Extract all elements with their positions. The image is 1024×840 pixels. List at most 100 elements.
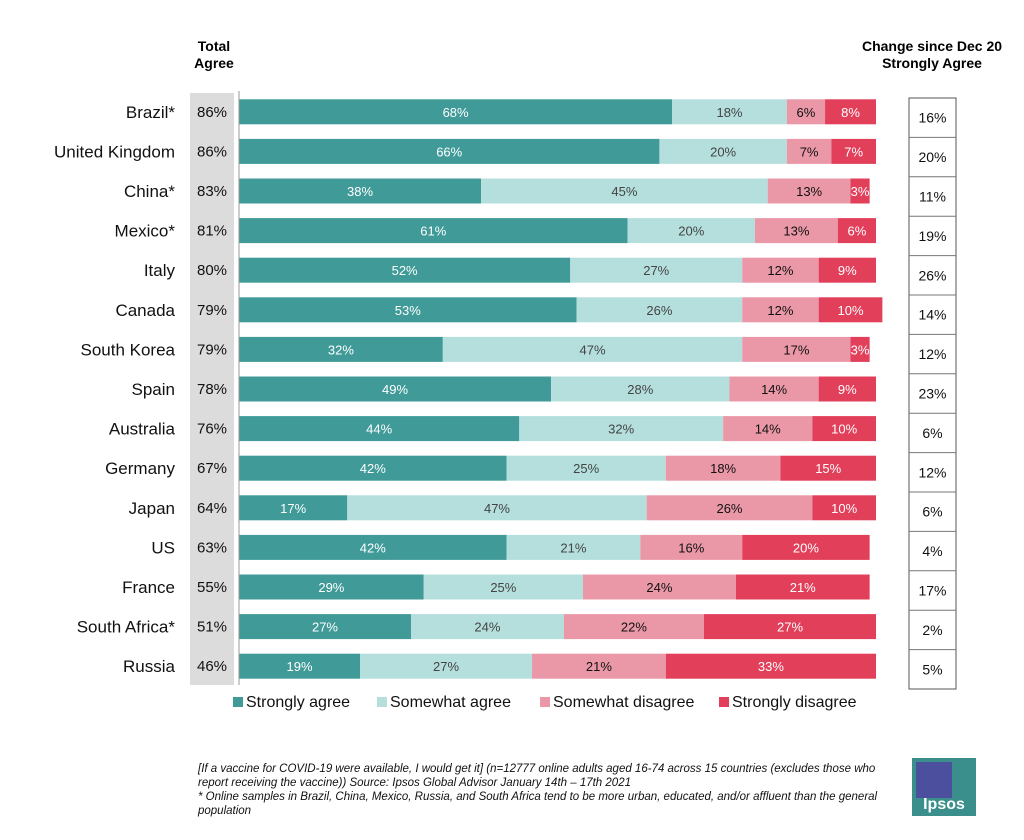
data-label: 21% (586, 659, 612, 674)
bar-segment (551, 376, 730, 402)
category-label: South Africa* (77, 618, 176, 637)
bar-segment (812, 416, 876, 442)
total-agree-value: 51% (197, 619, 227, 636)
ipsos-logo: Ipsos (912, 758, 976, 816)
bar-segment (742, 297, 819, 323)
bar-segment (582, 574, 736, 600)
change-value: 6% (922, 425, 942, 441)
data-label: 16% (678, 540, 704, 555)
legend-label: Somewhat agree (390, 694, 511, 711)
data-label: 9% (838, 263, 857, 278)
footnote-sample: * Online samples in Brazil, China, Mexic… (198, 791, 878, 817)
total-agree-value: 76% (197, 421, 227, 438)
data-label: 15% (815, 461, 841, 476)
change-value: 26% (918, 267, 946, 283)
bar-segment (239, 455, 507, 481)
total-agree-value: 79% (197, 341, 227, 358)
data-label: 42% (360, 540, 386, 555)
bar-segment (239, 416, 520, 442)
data-label: 32% (608, 422, 634, 437)
bar-segment (850, 178, 870, 204)
bar-segment (672, 99, 787, 125)
legend-label: Somewhat disagree (553, 694, 695, 711)
legend-swatch (540, 697, 550, 707)
legend-label: Strongly disagree (732, 694, 857, 711)
change-value: 5% (922, 661, 942, 677)
change-value: 12% (918, 464, 946, 480)
total-agree-value: 86% (197, 143, 227, 160)
data-label: 18% (716, 105, 742, 120)
bar-segment (239, 574, 424, 600)
data-label: 10% (831, 501, 857, 516)
bar-segment (735, 574, 870, 600)
category-label: Brazil* (126, 103, 176, 122)
data-label: 47% (580, 342, 606, 357)
footnote-source: [If a vaccine for COVID-19 were availabl… (198, 763, 876, 789)
bar-segment (239, 297, 577, 323)
change-value: 23% (918, 386, 946, 402)
data-label: 20% (793, 540, 819, 555)
data-label: 32% (328, 342, 354, 357)
data-label: 6% (797, 105, 816, 120)
data-label: 24% (474, 620, 500, 635)
bar-segment (665, 653, 876, 679)
change-value: 2% (922, 622, 942, 638)
bar-segment (239, 218, 628, 244)
data-label: 29% (318, 580, 344, 595)
change-value: 17% (918, 583, 946, 599)
legend-swatch (719, 697, 729, 707)
legend-swatch (233, 697, 243, 707)
total-agree-value: 55% (197, 579, 227, 596)
data-label: 8% (841, 105, 860, 120)
legend-swatch (377, 697, 387, 707)
bar-segment (481, 178, 768, 204)
change-header-line1: Change since Dec 20 (861, 38, 1003, 54)
data-label: 18% (710, 461, 736, 476)
bar-segment (742, 534, 870, 560)
change-box (908, 97, 957, 690)
data-label: 24% (646, 580, 672, 595)
bar-segment (831, 138, 876, 164)
data-label: 20% (678, 224, 704, 239)
data-label: 42% (360, 461, 386, 476)
bar-segment (825, 99, 876, 125)
change-value: 4% (922, 543, 942, 559)
total-agree-value: 67% (197, 460, 227, 477)
bar-segment (742, 257, 819, 283)
bar-segment (818, 297, 883, 323)
data-label: 13% (783, 224, 809, 239)
data-label: 6% (847, 224, 866, 239)
category-label: Japan (129, 499, 175, 518)
bar-segment (239, 614, 411, 640)
data-label: 22% (621, 620, 647, 635)
data-label: 68% (443, 105, 469, 120)
total-agree-value: 64% (197, 500, 227, 517)
data-label: 52% (392, 263, 418, 278)
category-label: France (122, 578, 175, 597)
bar-segment (442, 336, 743, 362)
data-label: 25% (490, 580, 516, 595)
logo-face-icon (916, 762, 952, 798)
data-label: 33% (758, 659, 784, 674)
bar-segment (239, 138, 660, 164)
bar-segment (239, 376, 552, 402)
category-label: US (151, 538, 175, 557)
data-label: 53% (395, 303, 421, 318)
data-label: 38% (347, 184, 373, 199)
category-label: Russia (123, 657, 176, 676)
total-agree-value: 83% (197, 183, 227, 200)
bar-segment (239, 495, 348, 521)
data-label: 12% (767, 263, 793, 278)
bar-segment (570, 257, 743, 283)
change-value: 20% (918, 149, 946, 165)
total-agree-value: 80% (197, 262, 227, 279)
data-label: 28% (627, 382, 653, 397)
category-label: Spain (132, 380, 175, 399)
bar-segment (239, 534, 507, 560)
change-value: 14% (918, 307, 946, 323)
bar-segment (347, 495, 647, 521)
data-label: 25% (573, 461, 599, 476)
bar-segment (239, 99, 673, 125)
data-label: 13% (796, 184, 822, 199)
data-label: 14% (761, 382, 787, 397)
